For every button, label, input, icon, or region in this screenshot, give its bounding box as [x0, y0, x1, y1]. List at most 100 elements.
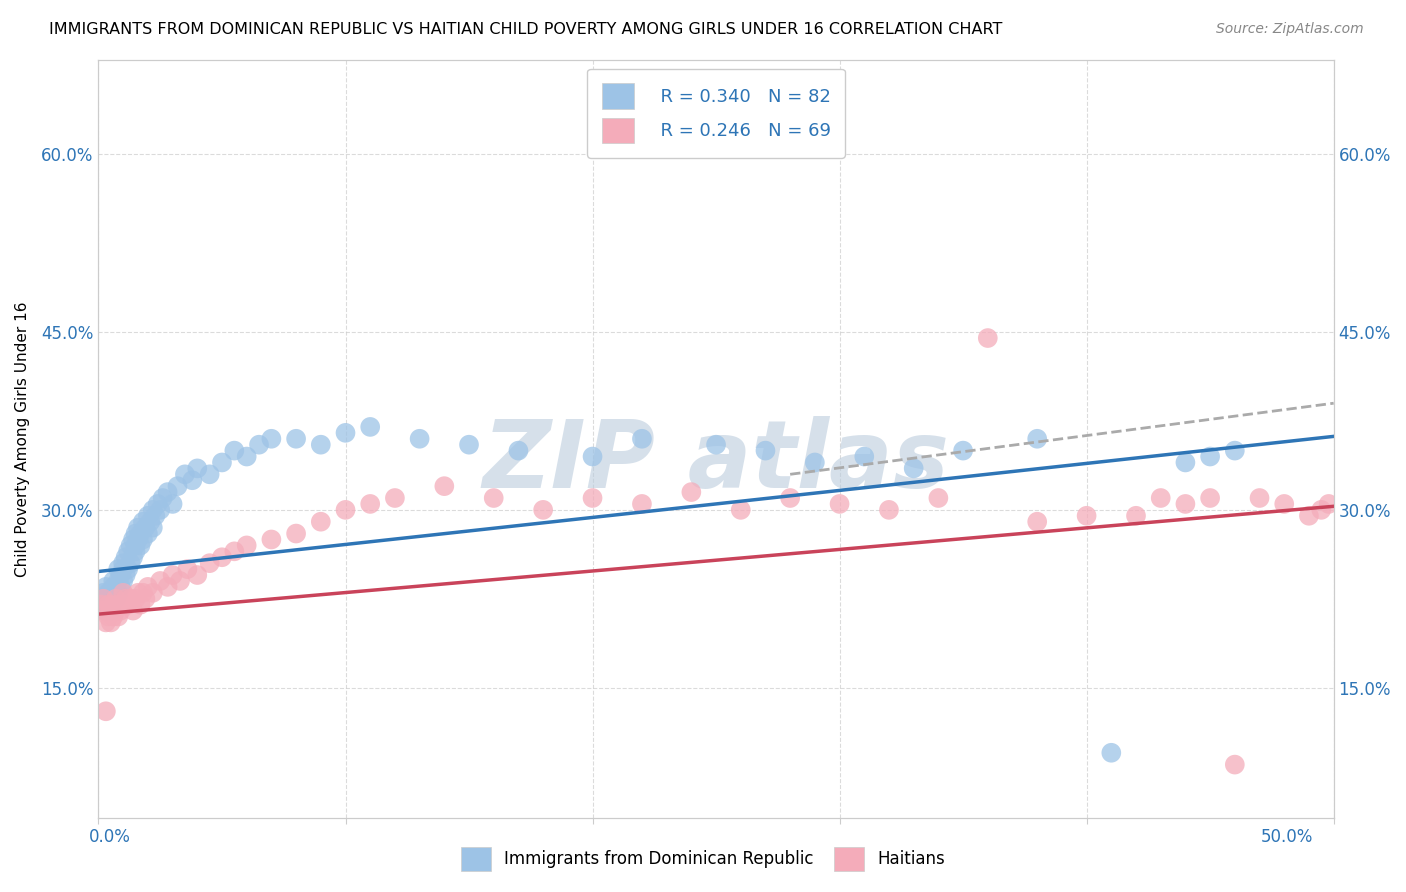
Point — [260, 432, 283, 446]
Point — [94, 591, 117, 606]
Point — [122, 603, 145, 617]
Point — [176, 562, 198, 576]
Point — [1310, 503, 1333, 517]
Point — [129, 538, 152, 552]
Point — [127, 586, 149, 600]
Point — [124, 544, 146, 558]
Point — [104, 580, 127, 594]
Point — [100, 615, 122, 630]
Point — [952, 443, 974, 458]
Point — [531, 503, 554, 517]
Point — [1125, 508, 1147, 523]
Point — [1317, 497, 1340, 511]
Point — [124, 526, 146, 541]
Point — [1223, 443, 1246, 458]
Text: Source: ZipAtlas.com: Source: ZipAtlas.com — [1216, 22, 1364, 37]
Text: ZIP atlas: ZIP atlas — [482, 416, 949, 508]
Point — [139, 515, 162, 529]
Text: IMMIGRANTS FROM DOMINICAN REPUBLIC VS HAITIAN CHILD POVERTY AMONG GIRLS UNDER 16: IMMIGRANTS FROM DOMINICAN REPUBLIC VS HA… — [49, 22, 1002, 37]
Point — [186, 461, 208, 475]
Point — [93, 591, 115, 606]
Point — [132, 533, 155, 547]
Point — [433, 479, 456, 493]
Point — [458, 438, 481, 452]
Point — [104, 591, 127, 606]
Point — [103, 598, 125, 612]
Point — [359, 420, 381, 434]
Point — [127, 533, 149, 547]
Point — [129, 598, 152, 612]
Point — [1026, 432, 1049, 446]
Point — [110, 568, 132, 582]
Point — [112, 586, 135, 600]
Point — [224, 443, 246, 458]
Point — [142, 586, 165, 600]
Point — [127, 521, 149, 535]
Point — [359, 497, 381, 511]
Point — [104, 591, 127, 606]
Point — [1298, 508, 1320, 523]
Point — [877, 503, 900, 517]
Point — [162, 497, 184, 511]
Point — [107, 574, 129, 588]
Point — [103, 574, 125, 588]
Point — [90, 591, 112, 606]
Point — [136, 580, 159, 594]
Point — [93, 598, 115, 612]
Point — [114, 568, 136, 582]
Point — [1076, 508, 1098, 523]
Point — [94, 615, 117, 630]
Point — [508, 443, 530, 458]
Point — [142, 503, 165, 517]
Point — [804, 455, 827, 469]
Point — [1223, 757, 1246, 772]
Point — [162, 568, 184, 582]
Point — [94, 603, 117, 617]
Point — [181, 473, 204, 487]
Point — [1199, 450, 1222, 464]
Point — [977, 331, 1000, 345]
Point — [198, 467, 221, 482]
Point — [384, 491, 406, 505]
Point — [90, 598, 112, 612]
Point — [103, 580, 125, 594]
Point — [186, 568, 208, 582]
Point — [124, 538, 146, 552]
Point — [122, 550, 145, 565]
Point — [631, 432, 654, 446]
Point — [110, 603, 132, 617]
Point — [581, 450, 603, 464]
Point — [112, 574, 135, 588]
Point — [704, 438, 727, 452]
Point — [1174, 455, 1197, 469]
Point — [117, 598, 139, 612]
Point — [110, 580, 132, 594]
Point — [1272, 497, 1295, 511]
Point — [136, 508, 159, 523]
Point — [1249, 491, 1271, 505]
Point — [156, 485, 179, 500]
Point — [120, 591, 142, 606]
Point — [97, 586, 120, 600]
Point — [97, 609, 120, 624]
Point — [129, 526, 152, 541]
Point — [112, 556, 135, 570]
Point — [107, 586, 129, 600]
Point — [97, 598, 120, 612]
Point — [93, 603, 115, 617]
Point — [114, 550, 136, 565]
Point — [146, 497, 169, 511]
Point — [211, 455, 233, 469]
Point — [174, 467, 197, 482]
Point — [132, 515, 155, 529]
Point — [853, 450, 876, 464]
Legend:   R = 0.340   N = 82,   R = 0.246   N = 69: R = 0.340 N = 82, R = 0.246 N = 69 — [588, 69, 845, 158]
Point — [1174, 497, 1197, 511]
Point — [211, 550, 233, 565]
Point — [93, 586, 115, 600]
Point — [1099, 746, 1122, 760]
Point — [124, 591, 146, 606]
Legend: Immigrants from Dominican Republic, Haitians: Immigrants from Dominican Republic, Hait… — [453, 839, 953, 880]
Point — [107, 609, 129, 624]
Point — [166, 479, 188, 493]
